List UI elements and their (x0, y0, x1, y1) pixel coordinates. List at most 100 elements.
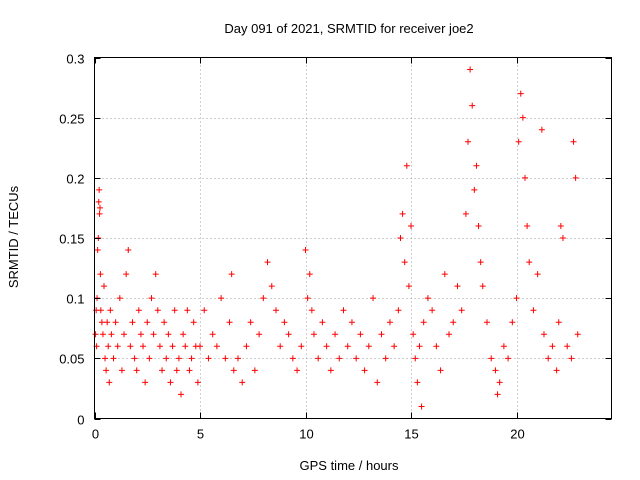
data-point (465, 138, 472, 145)
data-point (175, 355, 182, 362)
data-point (332, 331, 339, 338)
data-point (96, 186, 103, 193)
data-point (264, 259, 271, 266)
data-point (521, 174, 528, 181)
data-point (395, 307, 402, 314)
data-point (256, 331, 263, 338)
data-point (137, 331, 144, 338)
plot-frame (94, 57, 612, 419)
data-point (568, 355, 575, 362)
data-point (549, 343, 556, 350)
data-point (570, 138, 577, 145)
data-point (239, 379, 246, 386)
data-point (488, 355, 495, 362)
data-point (513, 295, 520, 302)
data-point (524, 222, 531, 229)
y-tick-label: 0.15 (59, 232, 84, 247)
data-point (433, 343, 440, 350)
data-point (152, 271, 159, 278)
data-point (315, 355, 322, 362)
data-point (462, 210, 469, 217)
data-point (260, 295, 267, 302)
data-point (564, 343, 571, 350)
data-point (357, 331, 364, 338)
data-point (133, 367, 140, 374)
data-point (473, 162, 480, 169)
data-point (302, 247, 309, 254)
data-point (374, 379, 381, 386)
data-point (180, 331, 187, 338)
grid-layer (94, 57, 612, 419)
data-point (477, 259, 484, 266)
data-point (97, 271, 104, 278)
data-point (454, 283, 461, 290)
data-point (94, 247, 101, 254)
data-point (414, 379, 421, 386)
data-point (496, 379, 503, 386)
data-point (340, 307, 347, 314)
data-point (108, 331, 115, 338)
data-point (361, 367, 368, 374)
data-point (285, 331, 292, 338)
data-point (408, 222, 415, 229)
data-point (538, 126, 545, 133)
data-point (188, 355, 195, 362)
data-point (469, 102, 476, 109)
data-point (515, 138, 522, 145)
data-point (403, 162, 410, 169)
data-point (370, 295, 377, 302)
data-point (397, 235, 404, 241)
data-point (243, 343, 250, 350)
data-point (125, 247, 132, 254)
x-axis-label: GPS time / hours (300, 458, 399, 473)
data-point (118, 367, 125, 374)
data-point (105, 343, 112, 350)
data-point (458, 307, 465, 314)
data-point (574, 331, 581, 338)
data-point (572, 174, 579, 181)
y-tick-label: 0.25 (59, 112, 84, 127)
data-point (327, 367, 334, 374)
data-point (100, 283, 107, 290)
data-point (165, 331, 172, 338)
data-point (420, 319, 427, 326)
data-point (228, 271, 235, 278)
x-tick-label: 20 (510, 427, 524, 442)
y-axis-label: SRMTID / TECUs (6, 185, 21, 288)
y-tick-label: 0.05 (59, 352, 84, 367)
data-point (167, 379, 174, 386)
data-point (412, 355, 419, 362)
data-point (304, 295, 311, 302)
data-point (386, 319, 393, 326)
data-point (471, 186, 478, 193)
data-point (121, 331, 128, 338)
data-point (467, 66, 474, 73)
data-point (230, 367, 237, 374)
data-point (540, 331, 547, 338)
data-point (492, 367, 499, 374)
data-point (268, 283, 275, 290)
data-point (209, 331, 216, 338)
data-point (545, 355, 552, 362)
data-point (171, 307, 178, 314)
data-point (416, 343, 423, 350)
data-point (336, 355, 343, 362)
data-point (97, 307, 104, 314)
y-tick-label: 0.2 (66, 172, 84, 187)
data-point (365, 343, 372, 350)
data-point (103, 367, 110, 374)
data-point (348, 319, 355, 326)
data-point (344, 343, 351, 350)
data-point (156, 343, 163, 350)
data-point (95, 198, 102, 205)
data-point (251, 367, 258, 374)
data-point (483, 319, 490, 326)
data-point (272, 307, 279, 314)
data-point (382, 355, 389, 362)
data-point (405, 283, 412, 290)
data-point (159, 367, 166, 374)
data-point (323, 343, 330, 350)
tick-labels: 0 5 10 15 20 0 0.05 0.1 0.15 0.2 0.25 0.3 (59, 52, 525, 442)
data-point (410, 331, 417, 338)
data-point (424, 295, 431, 302)
